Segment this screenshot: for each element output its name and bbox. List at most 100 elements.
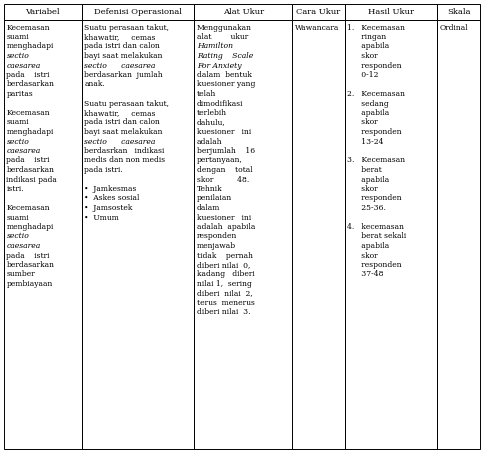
Text: diberi nilai  0,: diberi nilai 0, (197, 261, 250, 269)
Text: terus  menerus: terus menerus (197, 299, 255, 307)
Text: pada    istri: pada istri (6, 251, 50, 260)
Text: caesarea: caesarea (6, 242, 41, 250)
Text: nilai 1,  sering: nilai 1, sering (197, 280, 252, 288)
Bar (292, 4, 345, 20)
Text: sectio: sectio (6, 52, 30, 60)
Text: 4.   kecemasan: 4. kecemasan (347, 223, 404, 231)
Bar (438, 4, 480, 20)
Text: Wawancara: Wawancara (295, 24, 339, 32)
Text: berdasrkan   indikasi: berdasrkan indikasi (84, 147, 165, 155)
Bar (82, 4, 195, 20)
Text: pada    istri: pada istri (6, 71, 50, 79)
Bar (345, 4, 438, 20)
Text: medis dan non medis: medis dan non medis (84, 156, 166, 164)
Text: khawatir,     cemas: khawatir, cemas (84, 33, 156, 41)
Text: 25-36.: 25-36. (347, 204, 386, 212)
Text: dimodifikasi: dimodifikasi (197, 100, 243, 107)
Text: pada istri dan calon: pada istri dan calon (84, 119, 160, 126)
Text: Suatu perasaan takut,: Suatu perasaan takut, (84, 24, 169, 32)
Text: dengan    total: dengan total (197, 166, 253, 174)
Text: pada istri dan calon: pada istri dan calon (84, 43, 160, 50)
Text: responden: responden (347, 261, 402, 269)
Text: adalah  apabila: adalah apabila (197, 223, 255, 231)
Text: bayi saat melakukan: bayi saat melakukan (84, 52, 163, 60)
Text: Cara Ukur: Cara Ukur (296, 8, 341, 16)
Text: Menggunakan: Menggunakan (197, 24, 252, 32)
Text: 1.   Kecemasan: 1. Kecemasan (347, 24, 405, 32)
Text: sectio      caesarea: sectio caesarea (84, 138, 155, 145)
Bar (292, 20, 345, 449)
Text: indikasi pada: indikasi pada (6, 175, 58, 183)
Text: Suatu perasaan takut,: Suatu perasaan takut, (84, 100, 169, 107)
Text: ringan: ringan (347, 33, 386, 41)
Text: kuesioner   ini: kuesioner ini (197, 213, 251, 222)
Text: skor: skor (347, 185, 378, 193)
Text: 0-12: 0-12 (347, 71, 378, 79)
Text: penilaian: penilaian (197, 194, 232, 202)
Bar (345, 20, 438, 449)
Text: Kecemasan: Kecemasan (6, 109, 50, 117)
Text: responden: responden (197, 232, 237, 241)
Text: diberi  nilai  2,: diberi nilai 2, (197, 289, 253, 298)
Text: alat        ukur: alat ukur (197, 33, 248, 41)
Text: berat: berat (347, 166, 382, 174)
Text: sumber: sumber (6, 270, 35, 279)
Text: Kecemasan: Kecemasan (6, 24, 50, 32)
Text: menjawab: menjawab (197, 242, 236, 250)
Text: caesarea: caesarea (6, 147, 41, 155)
Text: menghadapi: menghadapi (6, 128, 54, 136)
Bar (195, 4, 292, 20)
Text: istri.: istri. (6, 185, 24, 193)
Text: pembiayaan: pembiayaan (6, 280, 53, 288)
Text: berdasarkan: berdasarkan (6, 261, 55, 269)
Text: sedang: sedang (347, 100, 389, 107)
Text: responden: responden (347, 62, 402, 69)
Text: apabila: apabila (347, 175, 390, 183)
Text: tidak    pernah: tidak pernah (197, 251, 253, 260)
Text: berdasarkan  jumlah: berdasarkan jumlah (84, 71, 163, 79)
Text: dalam: dalam (197, 204, 220, 212)
Text: suami: suami (6, 119, 29, 126)
Text: skor: skor (347, 251, 378, 260)
Text: apabila: apabila (347, 242, 390, 250)
Text: menghadapi: menghadapi (6, 223, 54, 231)
Text: responden: responden (347, 128, 402, 136)
Text: 37-48: 37-48 (347, 270, 384, 279)
Text: menghadapi: menghadapi (6, 43, 54, 50)
Text: apabila: apabila (347, 43, 390, 50)
Text: kadang   diberi: kadang diberi (197, 270, 255, 279)
Text: Hamilton: Hamilton (197, 43, 233, 50)
Text: dahulu,: dahulu, (197, 119, 226, 126)
Text: 13-24: 13-24 (347, 138, 384, 145)
Bar (195, 20, 292, 449)
Text: •  Jamkesmas: • Jamkesmas (84, 185, 136, 193)
Text: 2.   Kecemasan: 2. Kecemasan (347, 90, 405, 98)
Text: caesarea: caesarea (6, 62, 41, 69)
Text: adalah: adalah (197, 138, 223, 145)
Text: •  Askes sosial: • Askes sosial (84, 194, 139, 202)
Text: skor: skor (347, 119, 378, 126)
Text: skor: skor (347, 52, 378, 60)
Text: Ordinal: Ordinal (440, 24, 469, 32)
Text: responden: responden (347, 194, 402, 202)
Text: 3.   Kecemasan: 3. Kecemasan (347, 156, 405, 164)
Text: berdasarkan: berdasarkan (6, 81, 55, 88)
Bar (82, 20, 195, 449)
Text: suami: suami (6, 213, 29, 222)
Bar (4, 4, 82, 20)
Text: kuesioner   ini: kuesioner ini (197, 128, 251, 136)
Text: Tehnik: Tehnik (197, 185, 223, 193)
Text: Rating    Scale: Rating Scale (197, 52, 253, 60)
Text: dalam  bentuk: dalam bentuk (197, 71, 252, 79)
Bar (438, 20, 480, 449)
Text: sectio: sectio (6, 138, 30, 145)
Text: apabila: apabila (347, 109, 390, 117)
Text: khawatir,     cemas: khawatir, cemas (84, 109, 156, 117)
Text: For Anxiety: For Anxiety (197, 62, 242, 69)
Text: berjumlah    16: berjumlah 16 (197, 147, 255, 155)
Text: pada    istri: pada istri (6, 156, 50, 164)
Text: berat sekali: berat sekali (347, 232, 407, 241)
Text: kuesioner yang: kuesioner yang (197, 81, 255, 88)
Text: telah: telah (197, 90, 216, 98)
Text: diberi nilai  3.: diberi nilai 3. (197, 308, 250, 317)
